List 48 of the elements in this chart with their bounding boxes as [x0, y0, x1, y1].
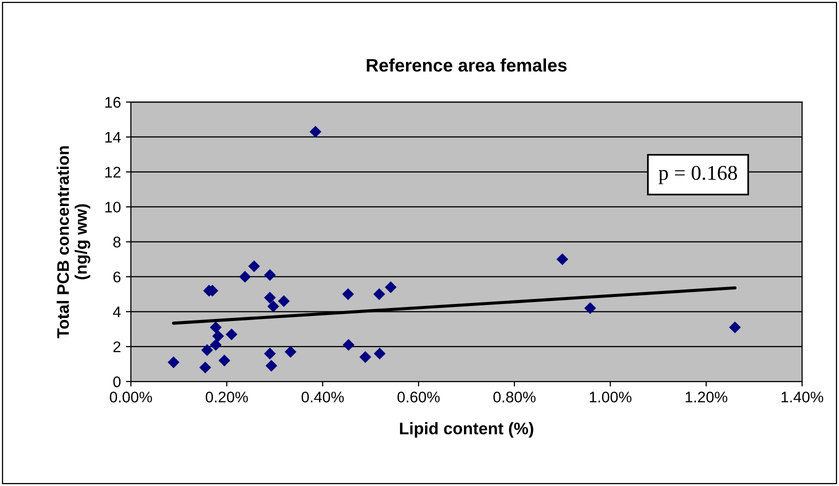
x-tick-label: 1.40% — [782, 392, 824, 402]
x-tick-label: 0.60% — [397, 392, 440, 402]
point — [265, 360, 278, 372]
point — [210, 321, 222, 334]
x-axis-title: Lipid content (%) — [400, 422, 534, 438]
point — [556, 253, 568, 266]
point — [729, 321, 741, 334]
point — [310, 126, 322, 138]
y-tick-label: 16 — [105, 96, 120, 108]
point — [342, 338, 354, 351]
y-tick-label: 6 — [113, 272, 120, 282]
point — [373, 288, 386, 300]
y-tick-label: 2 — [113, 341, 120, 352]
point — [248, 260, 260, 272]
point — [168, 356, 180, 368]
point — [212, 330, 224, 342]
point — [284, 346, 296, 358]
chart-title: Reference area females — [366, 58, 567, 72]
point — [264, 269, 276, 281]
x-tick-label: 0.20% — [206, 392, 248, 402]
point — [264, 292, 276, 304]
x-tick-label: 0.80% — [493, 392, 536, 402]
x-tick-label: 0.40% — [302, 392, 344, 402]
x-tick-label: 1.00% — [590, 392, 632, 402]
y-tick-label: 8 — [113, 236, 120, 248]
y-tick-label: 12 — [105, 166, 120, 178]
point — [384, 281, 397, 294]
point — [226, 328, 238, 340]
point — [359, 351, 372, 363]
point — [239, 270, 251, 283]
point — [374, 348, 386, 360]
point — [264, 348, 276, 360]
point — [218, 354, 230, 366]
point — [278, 295, 290, 308]
annotation: p = 0.168 — [658, 166, 737, 184]
point — [201, 344, 214, 356]
point — [267, 300, 280, 312]
point — [199, 362, 212, 374]
y-tick-label: 14 — [105, 132, 121, 143]
y-tick-label: 0 — [113, 376, 121, 388]
point — [210, 338, 222, 351]
y-tick-label: 4 — [113, 306, 121, 318]
point — [584, 302, 596, 314]
x-tick-label: 0.00% — [110, 392, 152, 402]
x-tick-label: 1.20% — [686, 392, 728, 402]
y-tick-label: 10 — [105, 202, 121, 213]
y-axis-title: Total PCB concentration (ng/g ww) — [56, 146, 90, 338]
point — [342, 288, 354, 300]
